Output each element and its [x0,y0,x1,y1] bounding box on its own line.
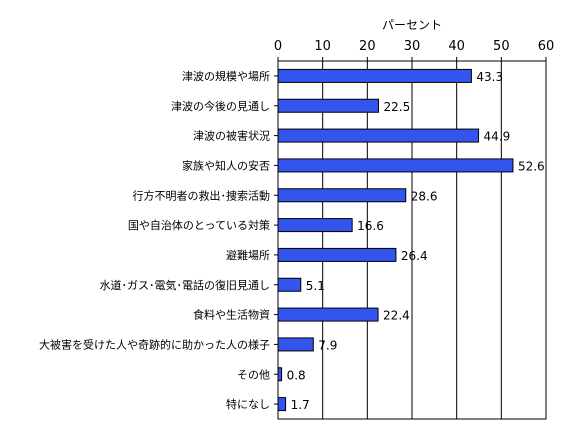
data-label-4: 28.6 [411,189,438,203]
data-label-9: 7.9 [318,338,337,352]
data-label-3: 52.6 [518,159,545,173]
plot-frame [277,60,547,420]
category-labels: 津波の規模や場所津波の今後の見通し津波の被害状況家族や知人の安否行方不明者の救出… [39,69,278,411]
tick-label-3: 30 [404,39,421,54]
bar-7 [277,277,302,292]
data-label-11: 1.7 [291,398,310,412]
category-label-7: 水道･ガス･電気･電話の復旧見通し [100,278,271,292]
axis-title: パーセント [382,18,442,32]
tick-label-4: 40 [448,39,465,54]
tick-label-2: 20 [359,39,376,54]
category-label-0: 津波の規模や場所 [182,69,270,83]
category-label-5: 国や自治体のとっている対策 [128,218,270,232]
bar-10 [277,367,283,382]
category-label-2: 津波の被害状況 [193,129,270,143]
data-label-7: 5.1 [306,279,325,293]
category-label-1: 津波の今後の見通し [171,99,270,113]
data-label-6: 26.4 [401,249,428,263]
bar-3 [277,158,514,173]
gridlines [277,61,547,419]
data-label-8: 22.4 [383,309,410,323]
category-label-8: 食料や生活物資 [193,308,270,322]
category-label-3: 家族や知人の安否 [182,158,270,172]
category-label-6: 避難場所 [226,248,270,262]
bar-6 [277,247,397,262]
tick-label-6: 60 [538,39,555,54]
bar-9 [277,337,314,352]
tick-label-5: 50 [493,39,510,54]
bar-4 [277,188,407,203]
data-label-1: 22.5 [384,100,411,114]
data-label-0: 43.3 [476,70,503,84]
category-label-9: 大被害を受けた人や奇跡的に助かった人の様子 [39,337,270,351]
bar-11 [277,397,287,412]
bar-8 [277,307,379,322]
category-label-10: その他 [237,368,270,381]
category-label-4: 行方不明者の救出･捜索活動 [133,188,271,202]
bar-5 [277,218,353,233]
bars [277,68,514,412]
data-label-10: 0.8 [287,368,306,382]
category-label-11: 特になし [226,397,270,411]
bar-1 [277,98,379,113]
tick-label-0: 0 [274,39,282,54]
bar-2 [277,128,480,143]
tick-label-1: 10 [314,39,331,54]
data-labels: 43.3 22.5 44.9 52.6 28.6 16.6 26.4 5.1 22.4 7.9 0.… [287,70,545,412]
x-axis-ticks: 0 10 20 30 40 50 60 [274,39,554,61]
bar-0 [277,68,472,83]
data-label-5: 16.6 [357,219,384,233]
data-label-2: 44.9 [484,130,511,144]
